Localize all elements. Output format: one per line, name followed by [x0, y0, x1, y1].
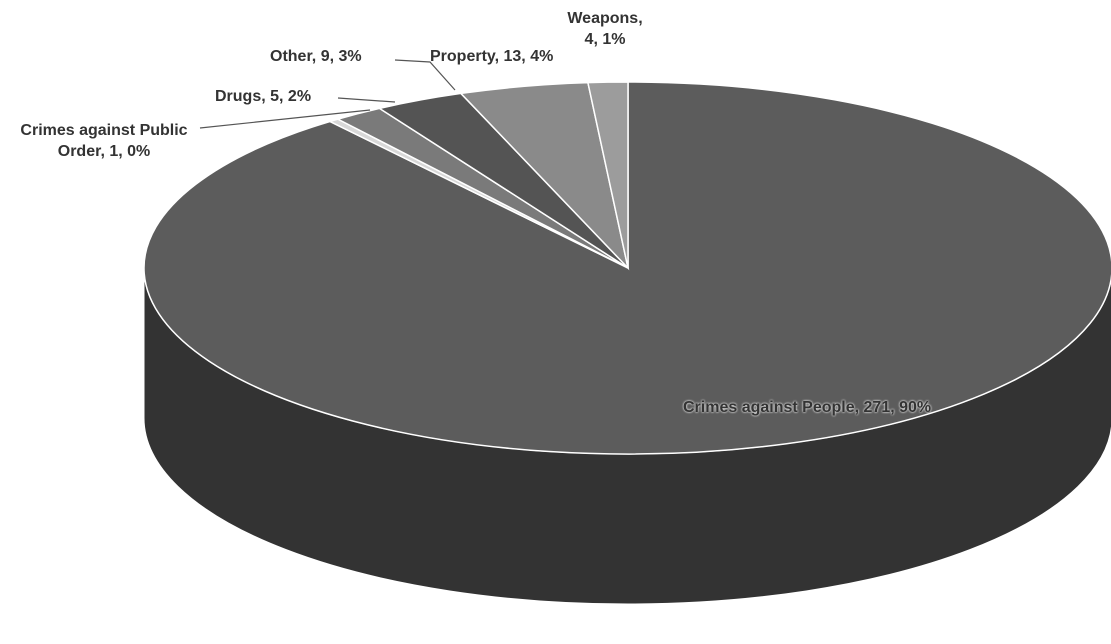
label-category: Property — [430, 48, 495, 65]
label-value: 4 — [584, 31, 594, 48]
label-percent: 90% — [899, 399, 932, 416]
label-category: Crimes against Public Order — [20, 122, 188, 160]
label-value: 9 — [320, 48, 330, 65]
data-label: Crimes against Public Order, 1, 0% — [4, 120, 204, 162]
data-label: Property, 13, 4% — [430, 46, 630, 67]
label-value: 271 — [863, 399, 891, 416]
label-value: 1 — [109, 143, 119, 160]
label-percent: 4% — [530, 48, 554, 65]
label-percent: 3% — [338, 48, 362, 65]
label-separator: , — [890, 399, 900, 416]
label-separator: , — [100, 143, 110, 160]
label-separator: , — [261, 88, 271, 105]
slices — [143, 81, 1111, 605]
data-label: Other, 9, 3% — [270, 46, 470, 67]
leader-line — [394, 59, 456, 91]
label-value: 5 — [270, 88, 280, 105]
label-separator: , — [279, 88, 288, 105]
label-category: Crimes against People — [683, 399, 855, 416]
label-category: Weapons — [567, 10, 639, 27]
label-category: Drugs — [215, 88, 262, 105]
label-separator: , — [521, 48, 531, 65]
data-label: Crimes against People, 271, 90% — [683, 397, 1103, 418]
label-percent: 1% — [602, 31, 626, 48]
label-category: Other — [270, 48, 312, 65]
label-separator: , — [854, 399, 864, 416]
data-label: Weapons, 4, 1% — [560, 8, 650, 50]
data-label: Drugs, 5, 2% — [215, 86, 415, 107]
label-value: 13 — [503, 48, 522, 65]
pie-slice — [586, 81, 629, 269]
label-percent: 0% — [127, 143, 151, 160]
label-separator: , — [593, 31, 603, 48]
label-separator: , — [311, 48, 321, 65]
label-separator: , — [638, 10, 643, 27]
label-percent: 2% — [287, 88, 312, 105]
leader-line — [199, 109, 371, 129]
leader-line — [337, 97, 396, 103]
label-separator: , — [494, 48, 504, 65]
label-separator: , — [329, 48, 339, 65]
label-separator: , — [118, 143, 128, 160]
